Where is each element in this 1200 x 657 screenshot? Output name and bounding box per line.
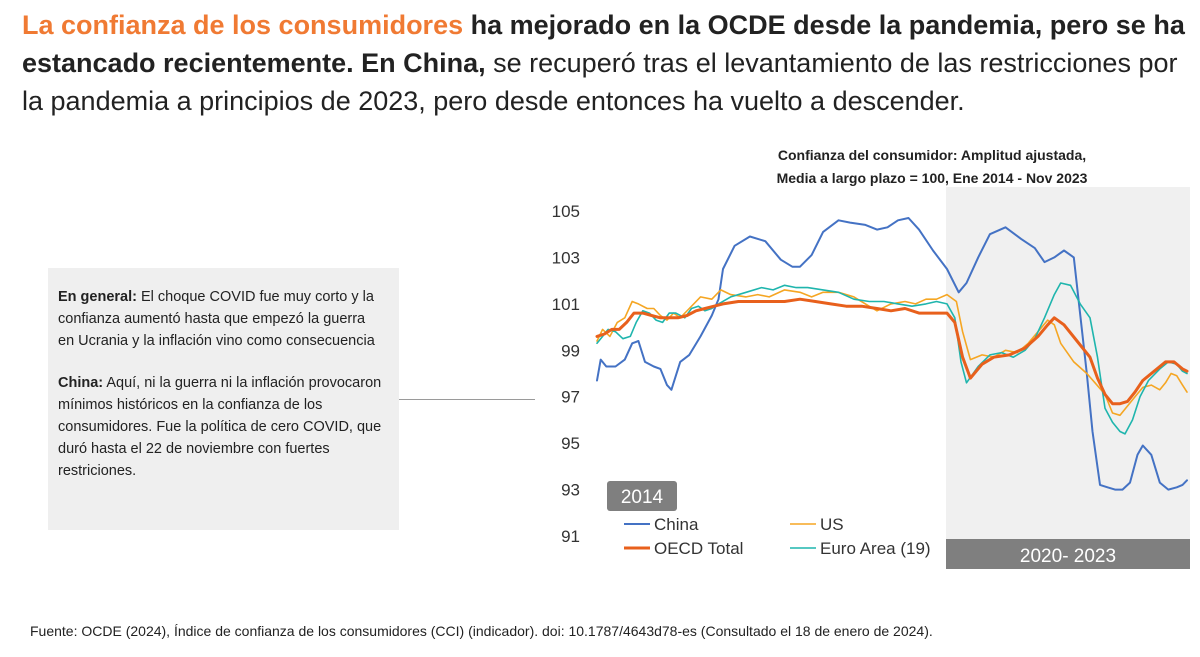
legend-label: OECD Total <box>654 539 743 558</box>
period-label-box <box>946 539 1190 569</box>
chart-title-line1: Confianza del consumidor: Amplitud ajust… <box>778 147 1086 163</box>
series-line-oecd-total <box>595 297 1189 406</box>
annotation-general-label: En general: <box>58 289 137 305</box>
annotation-connector-line <box>399 399 535 400</box>
headline-highlight: La confianza de los consumidores <box>22 10 464 40</box>
start-year-box <box>607 481 677 511</box>
period-label: 2020- 2023 <box>1020 546 1116 567</box>
start-year-label: 2014 <box>621 487 664 508</box>
y-tick-label: 105 <box>552 202 580 221</box>
legend-label: Euro Area (19) <box>820 539 931 558</box>
y-tick-label: 91 <box>561 527 580 546</box>
y-tick-label: 103 <box>552 248 580 267</box>
annotation-box: En general: El choque COVID fue muy cort… <box>48 268 399 530</box>
annotation-general: En general: El choque COVID fue muy cort… <box>58 286 385 352</box>
y-tick-label: 99 <box>561 341 580 360</box>
series-lines <box>595 217 1189 491</box>
y-axis-ticks: 91 93 95 97 99 101 103 105 <box>552 202 580 546</box>
series-line-china <box>596 217 1188 491</box>
headline-regular: se recuperó tras el levantamiento de las… <box>22 48 1178 116</box>
annotation-china-label: China: <box>58 375 104 391</box>
legend-label: US <box>820 515 844 534</box>
headline-bold: ha mejorado en la OCDE desde la pandemia… <box>22 10 1185 78</box>
y-tick-label: 93 <box>561 481 580 500</box>
y-tick-label: 101 <box>552 295 580 314</box>
legend: China US OECD Total Euro Area (19) <box>624 515 931 558</box>
source-note: Fuente: OCDE (2024), Índice de confianza… <box>30 623 933 639</box>
annotation-general-text: El choque COVID fue muy corto y la confi… <box>58 289 375 349</box>
annotation-china: China: Aquí, ni la guerra ni la inflació… <box>58 372 385 482</box>
chart-title-line2: Media a largo plazo = 100, Ene 2014 - No… <box>777 170 1088 186</box>
y-tick-label: 97 <box>561 388 580 407</box>
y-tick-label: 95 <box>561 434 580 453</box>
headline: La confianza de los consumidores ha mejo… <box>22 6 1192 120</box>
legend-label: China <box>654 515 699 534</box>
annotation-china-text: Aquí, ni la guerra ni la inflación provo… <box>58 375 382 479</box>
